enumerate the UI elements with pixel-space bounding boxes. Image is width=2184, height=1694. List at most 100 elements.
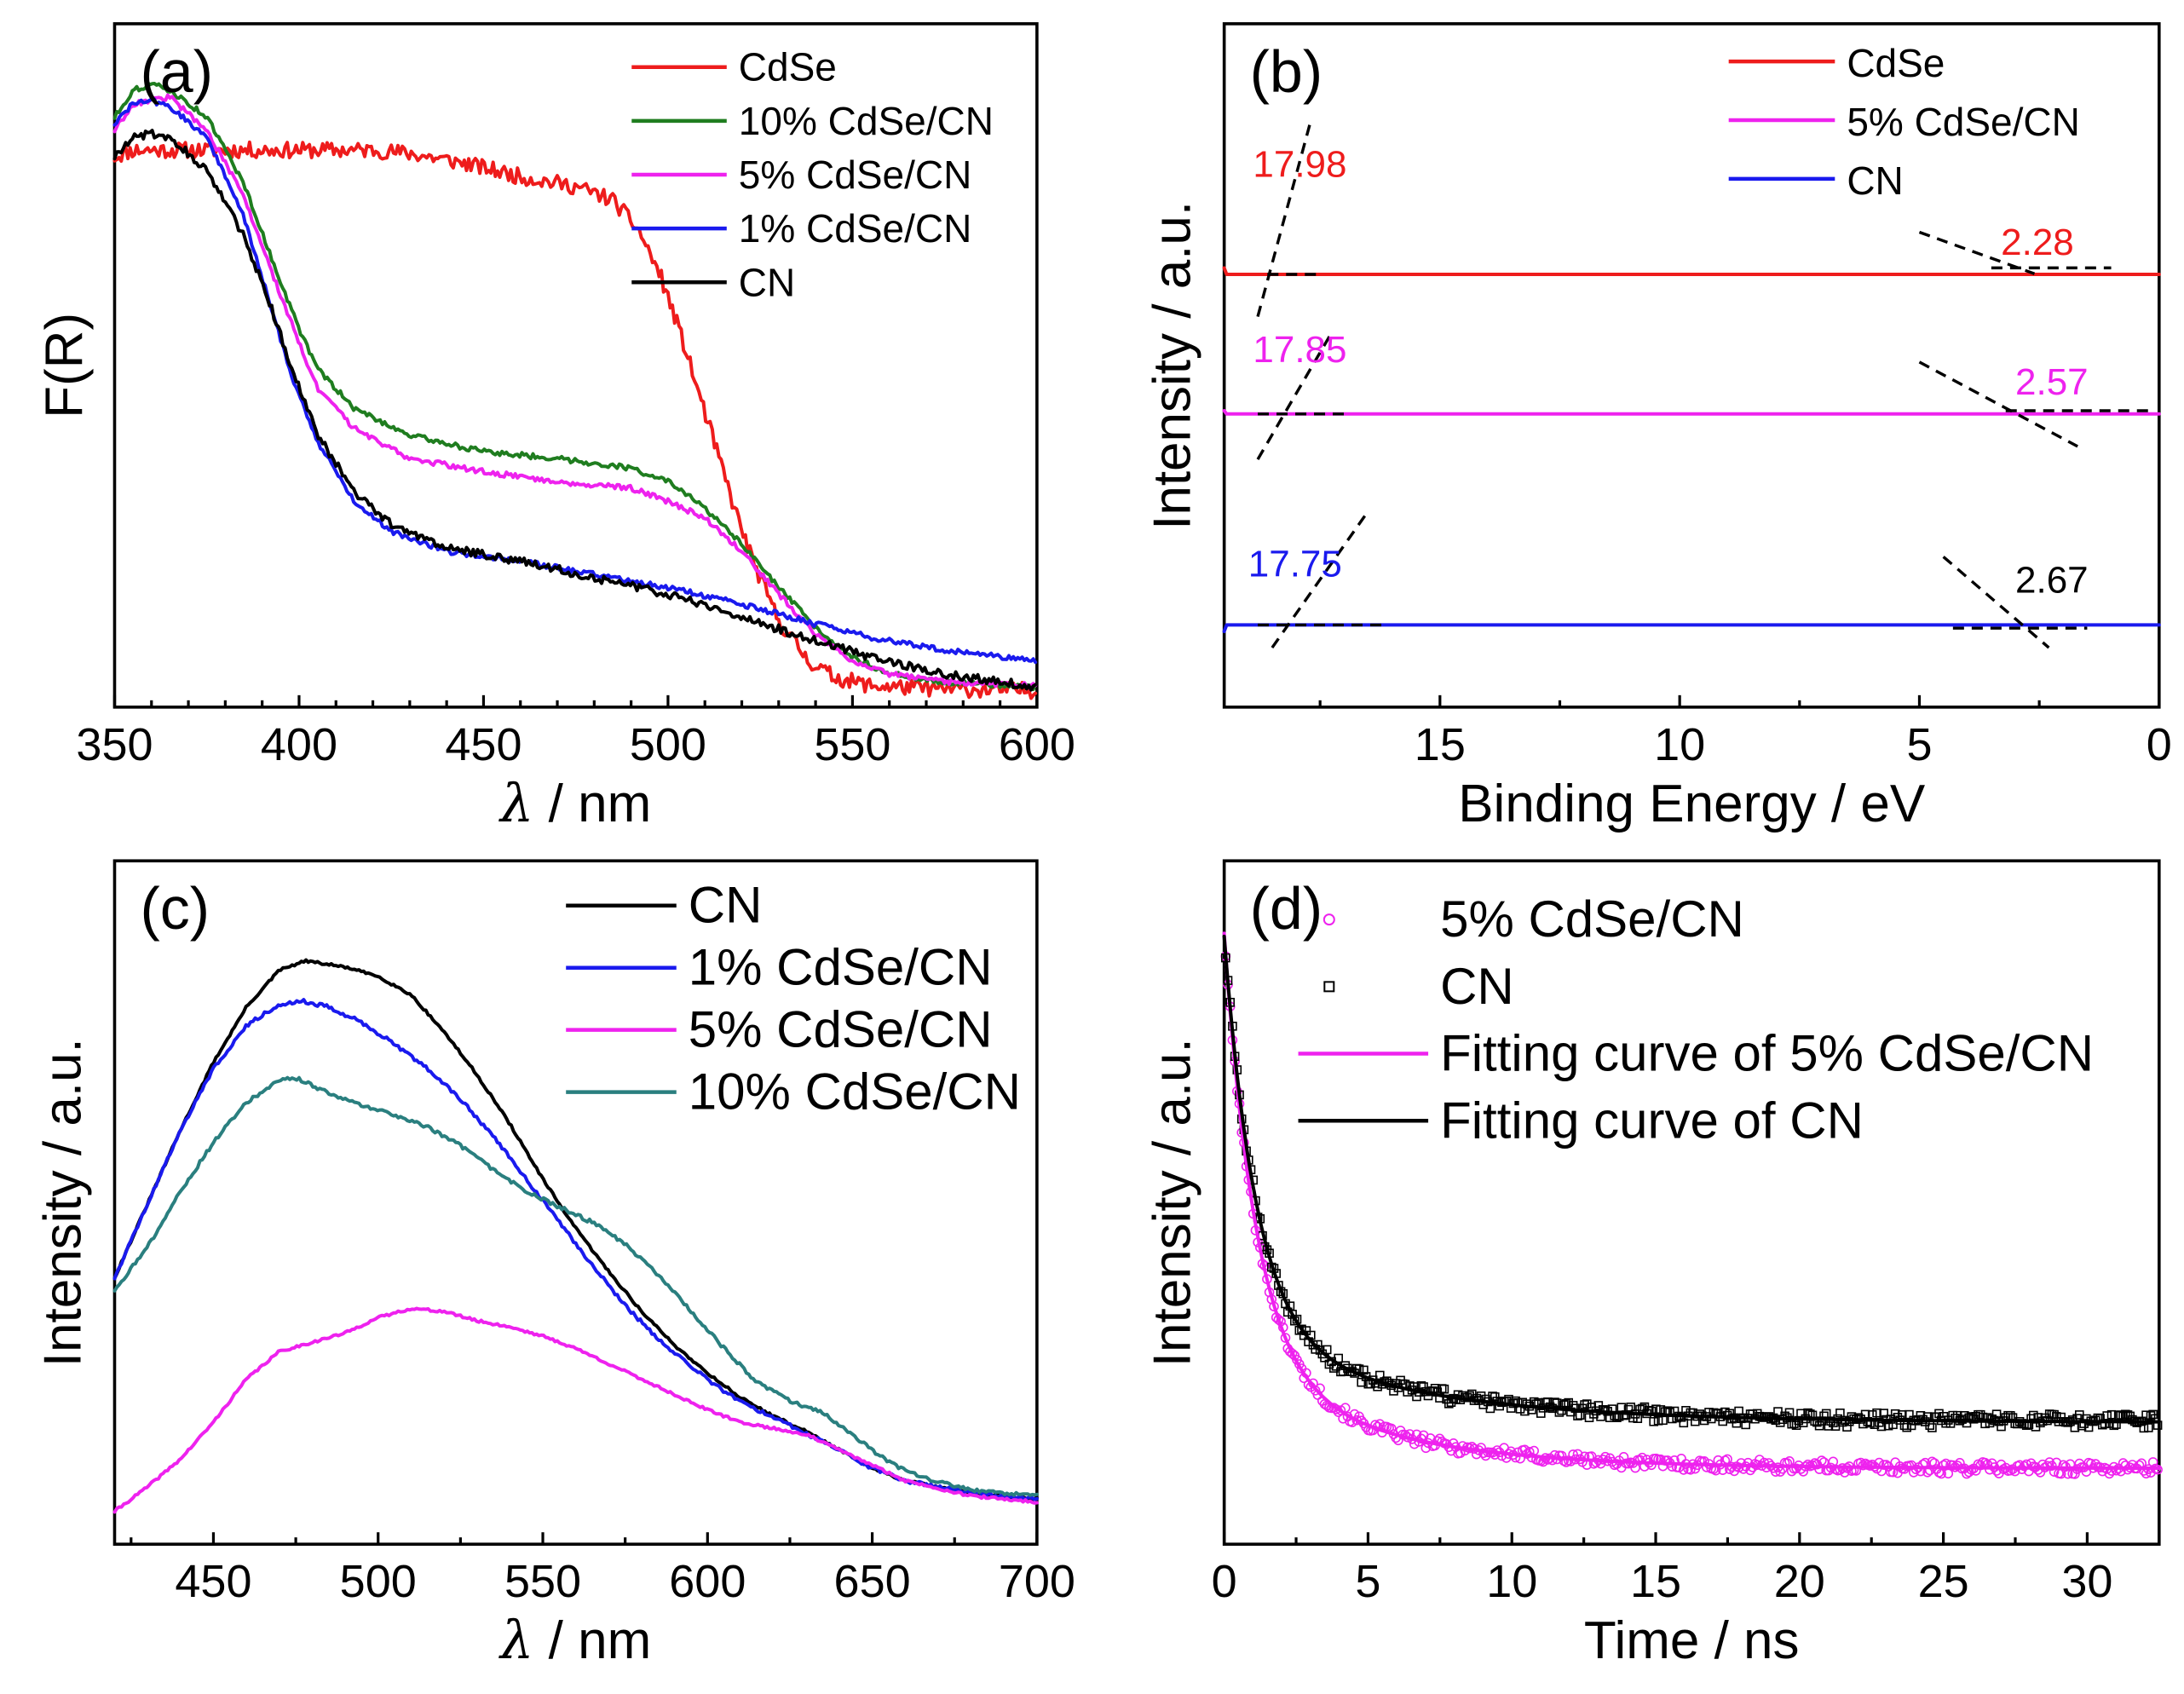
panel-a-xtick-label: 550	[814, 719, 890, 770]
panel-d-point-square	[1732, 1418, 1742, 1428]
panel-d-legend-marker-circle	[1323, 913, 1335, 926]
panel-d-point-square	[1439, 1384, 1449, 1394]
panel-d-point-square	[2105, 1419, 2114, 1428]
panel-b: 17.98 17.85 17.75 2.28 2.57 2.67 15 10 5 0 Binding…	[1144, 22, 2172, 833]
panel-d-point-square	[1810, 1416, 1819, 1426]
panel-c-legend-label: 5% CdSe/CN	[689, 1001, 993, 1058]
panel-b-xtick-label: 0	[2147, 719, 2172, 770]
panel-a-xtick-label: 350	[76, 719, 153, 770]
panel-d-point-square	[1879, 1409, 1888, 1418]
panel-d-point-square	[1550, 1397, 1559, 1407]
panel-b-annotation: 2.28	[2001, 222, 2074, 263]
panel-d-point-square	[1741, 1420, 1750, 1430]
panel-a-xtick-label: 400	[261, 719, 337, 770]
panel-d-point-circle	[1910, 1464, 1922, 1475]
panel-c-xtick-label: 500	[340, 1556, 417, 1607]
panel-a-legend-label: CN	[739, 260, 795, 304]
panel-d-point-square	[1814, 1420, 1824, 1431]
panel-d-legend-label: Fitting curve of CN	[1440, 1092, 1864, 1149]
panel-b-series-cdse	[1222, 266, 2161, 276]
panel-d-point-square	[1876, 1421, 1887, 1432]
panel-d-point-square	[1872, 1408, 1881, 1418]
panel-a-xtick-label: 600	[999, 719, 1075, 770]
panel-d-point-square	[1803, 1408, 1812, 1418]
panel-c-plot-frame	[112, 859, 1039, 1547]
panel-d-point-square	[1649, 1417, 1658, 1426]
panel-b-series-5-cdse-cn	[1222, 409, 2161, 416]
panel-d-panel-label: (d)	[1250, 875, 1323, 942]
panel-b-legend-label: CdSe	[1847, 41, 1945, 85]
panel-d-point-square	[1898, 1410, 1907, 1420]
panel-d-point-square	[1626, 1403, 1635, 1412]
panel-c-legend-label: CN	[689, 877, 763, 934]
panel-d-point-square	[1928, 1423, 1937, 1432]
panel-d-point-circle	[2147, 1457, 2158, 1467]
panel-d-point-square	[1552, 1398, 1562, 1408]
panel-d-point-square	[2106, 1409, 2117, 1420]
panel-d-point-square	[2070, 1423, 2080, 1432]
panel-d-point-square	[2029, 1410, 2038, 1420]
panel-d-point-circle	[1881, 1460, 1892, 1470]
panel-a-plot-frame	[112, 22, 1039, 709]
panel-c-xtick-label: 650	[834, 1556, 911, 1607]
panel-d-point-square	[1844, 1417, 1854, 1426]
panel-d-point-square	[1905, 1409, 1914, 1420]
panel-b-annotation: 17.85	[1253, 329, 1346, 371]
panel-d-point-circle	[1565, 1456, 1576, 1466]
panel-d-point-square	[2006, 1411, 2015, 1420]
panel-d-legend-marker-square	[1323, 981, 1335, 993]
panel-c-xtick-label: 450	[175, 1556, 251, 1607]
panel-d-point-square	[1835, 1409, 1845, 1418]
panel-d-point-circle	[1985, 1464, 1995, 1475]
panel-d-point-square	[1416, 1381, 1426, 1391]
panel-d-y-axis-label: Intensity / a.u.	[1144, 1038, 1202, 1367]
panel-d-legend-label: CN	[1440, 958, 1514, 1015]
panel-a-legend-label: 5% CdSe/CN	[739, 153, 972, 197]
panel-d-point-square	[1821, 1409, 1831, 1419]
panel-d-xtick-label: 10	[1486, 1556, 1537, 1607]
panel-a-xtick-label: 500	[630, 719, 706, 770]
panel-d-point-square	[1842, 1422, 1852, 1432]
panel-d-fit-fitting-curve-of-cn	[1222, 934, 2161, 1424]
panel-d-point-circle	[1646, 1460, 1657, 1471]
panel-d-point-square	[2116, 1410, 2126, 1420]
panel-a-legend-label: 1% CdSe/CN	[739, 206, 972, 251]
panel-c-x-axis-label: λ / nm	[498, 1609, 651, 1671]
panel-d-point-square	[2083, 1422, 2094, 1432]
panel-d-point-square	[1658, 1415, 1668, 1426]
panel-c-series-10-cdse-cn	[112, 1075, 1039, 1497]
panel-a-panel-label: (a)	[140, 38, 213, 105]
panel-d-point-square	[1375, 1370, 1385, 1380]
panel-d-point-square	[1543, 1397, 1553, 1407]
panel-d-point-square	[2141, 1410, 2151, 1420]
panel-d-point-square	[1902, 1422, 1911, 1432]
panel-d-point-square	[1297, 1324, 1306, 1334]
panel-d-point-square	[1975, 1409, 1985, 1420]
panel-d-point-circle	[1722, 1454, 1732, 1465]
panel-b-annotation: 2.57	[2015, 361, 2089, 403]
panel-d-point-square	[1771, 1415, 1781, 1426]
panel-b-xtick-label: 15	[1415, 719, 1466, 770]
panel-d-point-square	[1573, 1411, 1582, 1420]
panel-a-legend-label: 10% CdSe/CN	[739, 99, 994, 143]
panel-d-point-circle	[1547, 1455, 1558, 1466]
panel-d-point-square	[1934, 1409, 1944, 1419]
panel-a-legend-label: CdSe	[739, 45, 837, 89]
panel-d-point-square	[2139, 1423, 2149, 1433]
panel-d-x-axis-label: Time / ns	[1584, 1611, 1800, 1670]
panel-c-y-axis-label: Intensity / a.u.	[33, 1038, 92, 1367]
panel-d-point-square	[1419, 1382, 1428, 1392]
panel-c-legend-label: 10% CdSe/CN	[689, 1063, 1021, 1121]
panel-a-series-5-cdse-cn	[112, 93, 1038, 690]
panel-d: 0 5 10 15 20 25 30 Time / ns Intensity / a.u. (d)…	[1144, 859, 2163, 1670]
panel-c-xtick-label: 600	[669, 1556, 746, 1607]
panel-d-point-square	[1706, 1414, 1716, 1424]
panel-d-point-square	[2128, 1415, 2137, 1425]
panel-d-xtick-label: 0	[1212, 1556, 1237, 1607]
panel-c-xtick-label: 700	[999, 1556, 1075, 1607]
panel-d-point-square	[1536, 1409, 1546, 1418]
panel-d-legend-label: 5% CdSe/CN	[1440, 890, 1744, 948]
panel-d-point-square	[2003, 1410, 2013, 1420]
panel-b-panel-label: (b)	[1250, 38, 1323, 105]
